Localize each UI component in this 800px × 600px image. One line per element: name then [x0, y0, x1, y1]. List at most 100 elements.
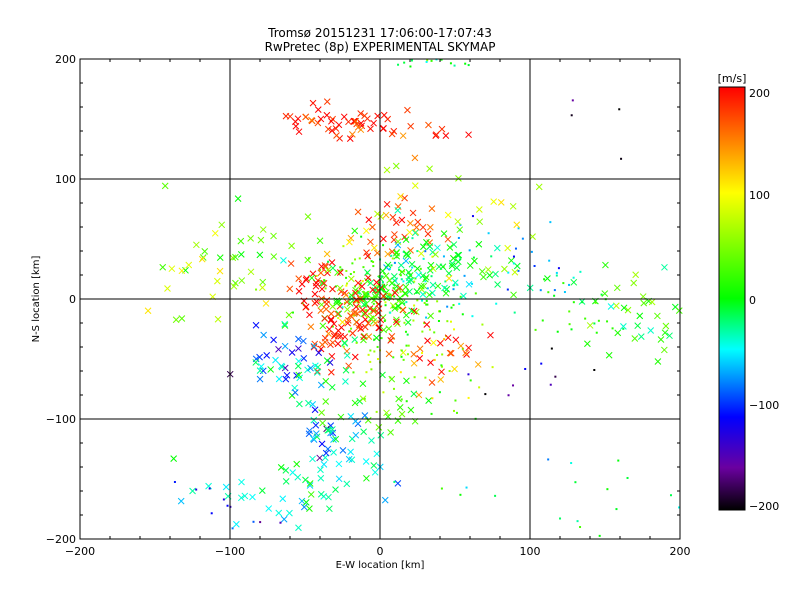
data-point-cross — [394, 238, 402, 245]
data-point-dot — [356, 301, 359, 304]
data-point-cross — [462, 349, 469, 357]
data-point-cross — [286, 285, 294, 293]
data-point-dot — [398, 268, 401, 271]
data-point-cross — [476, 218, 484, 226]
data-point-cross — [331, 331, 339, 338]
data-point-dot — [318, 268, 321, 271]
data-point-cross — [407, 276, 415, 284]
data-point-cross — [288, 242, 295, 250]
data-point-dot — [391, 257, 394, 260]
data-point-cross — [278, 363, 286, 371]
data-point-dot — [315, 274, 318, 277]
data-point-cross — [352, 118, 360, 125]
x-tick-label: 200 — [670, 545, 691, 558]
data-point-dot — [322, 297, 325, 300]
data-point-cross — [413, 224, 420, 231]
data-point-cross — [334, 340, 342, 348]
data-point-dot — [380, 275, 383, 278]
data-point-dot — [402, 358, 405, 361]
data-point-dot — [547, 291, 550, 294]
data-point-cross — [457, 342, 465, 350]
data-point-cross — [344, 306, 351, 313]
data-point-dot — [399, 371, 402, 374]
data-point-cross — [311, 406, 319, 414]
data-point-cross — [234, 195, 242, 202]
data-point-cross — [335, 460, 343, 468]
data-point-cross — [332, 435, 340, 443]
data-point-dot — [354, 258, 357, 261]
data-point-cross — [374, 210, 381, 218]
data-point-cross — [336, 269, 344, 276]
data-point-cross — [308, 274, 316, 282]
data-point-cross — [402, 257, 410, 265]
data-point-dot — [383, 284, 386, 287]
data-point-dot — [382, 391, 385, 394]
data-point-dot — [372, 260, 375, 263]
data-point-cross — [404, 106, 411, 114]
data-point-cross — [263, 352, 271, 359]
data-point-dot — [370, 260, 373, 263]
data-point-dot — [461, 347, 464, 350]
data-point-dot — [611, 327, 614, 330]
data-point-cross — [381, 283, 389, 291]
data-point-dot — [403, 321, 406, 324]
data-point-cross — [388, 333, 396, 340]
data-point-dot — [606, 320, 609, 323]
data-point-cross — [177, 497, 185, 505]
data-point-cross — [310, 416, 318, 424]
data-point-dot — [424, 280, 427, 283]
data-point-cross — [237, 251, 245, 258]
data-point-dot — [449, 62, 452, 65]
data-point-dot — [550, 347, 553, 350]
data-point-cross — [329, 115, 336, 123]
data-point-cross — [307, 364, 314, 372]
data-point-cross — [321, 315, 329, 322]
data-point-cross — [352, 431, 360, 439]
data-point-dot — [453, 64, 456, 67]
data-point-cross — [414, 218, 422, 226]
y-axis-label: N-S location [km] — [31, 256, 42, 343]
data-point-cross — [375, 423, 383, 431]
data-point-cross — [422, 275, 429, 283]
data-point-cross — [490, 198, 498, 205]
data-point-cross — [492, 270, 499, 278]
data-point-cross — [259, 226, 267, 233]
y-tick-label: 100 — [55, 173, 76, 186]
x-tick-label: 100 — [520, 545, 541, 558]
data-point-dot — [349, 273, 352, 276]
data-point-cross — [333, 299, 341, 307]
data-point-cross — [327, 368, 335, 376]
data-point-dot — [402, 280, 405, 283]
data-point-dot — [452, 409, 455, 412]
data-point-dot — [453, 328, 456, 331]
data-point-cross — [328, 383, 336, 391]
data-point-cross — [319, 322, 327, 330]
data-point-cross — [494, 281, 501, 288]
x-tick-label: 0 — [377, 545, 384, 558]
data-point-cross — [427, 359, 434, 366]
data-point-dot — [411, 266, 414, 269]
data-point-cross — [640, 299, 648, 307]
data-point-dot — [425, 316, 428, 319]
data-point-cross — [654, 312, 661, 320]
data-point-cross — [424, 337, 431, 345]
y-tick-label: −100 — [46, 413, 76, 426]
data-point-cross — [442, 132, 450, 140]
data-point-dot — [392, 387, 395, 390]
data-point-cross — [423, 321, 431, 328]
y-tick-label: 0 — [69, 293, 76, 306]
data-point-cross — [325, 493, 332, 501]
data-point-dot — [365, 371, 368, 374]
data-point-cross — [410, 307, 418, 315]
data-point-dot — [393, 295, 396, 298]
data-point-dot — [622, 327, 625, 330]
data-point-cross — [275, 509, 283, 517]
data-point-cross — [367, 125, 374, 133]
data-point-cross — [345, 362, 352, 370]
data-point-cross — [388, 375, 396, 383]
data-point-dot — [323, 279, 326, 282]
data-point-dot — [382, 244, 385, 247]
data-point-cross — [620, 323, 627, 330]
data-point-dot — [461, 313, 464, 316]
data-points — [144, 58, 683, 537]
